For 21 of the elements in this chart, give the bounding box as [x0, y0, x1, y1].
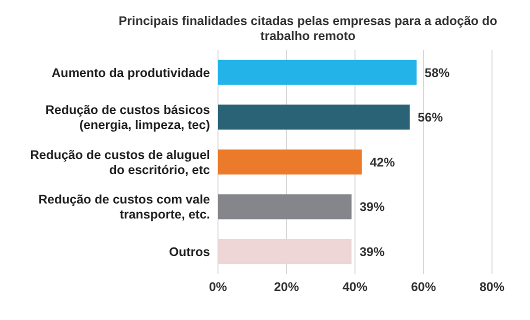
- x-tick-label: 40%: [342, 280, 368, 294]
- chart-title: Principais finalidades citadas pelas empresas para a adoção do trabalho remoto: [118, 14, 498, 44]
- y-tick-label: Aumento da produtividade: [52, 66, 210, 80]
- bar: [218, 194, 352, 220]
- y-tick-label: Outros: [169, 244, 210, 259]
- bar: [218, 104, 410, 130]
- y-tick-label: Redução de custos com vale transporte, etc.: [38, 192, 210, 222]
- y-tick-label: Redução de custos de aluguel do escritório, etc: [30, 148, 210, 177]
- data-label: 39%: [360, 244, 385, 259]
- data-label: 39%: [360, 200, 385, 214]
- x-tick-label: 20%: [274, 280, 300, 294]
- bar: [218, 60, 417, 85]
- data-label: 56%: [418, 110, 443, 125]
- bar: [218, 149, 362, 174]
- x-tick-label: 0%: [208, 280, 228, 294]
- bar: [218, 239, 352, 264]
- y-tick-label: Redução de custos básicos (energia, limpeza, tec): [45, 103, 210, 132]
- data-label: 58%: [424, 66, 450, 80]
- data-label: 42%: [370, 155, 395, 170]
- x-tick-label: 80%: [479, 280, 505, 294]
- x-tick-label: 60%: [410, 280, 436, 294]
